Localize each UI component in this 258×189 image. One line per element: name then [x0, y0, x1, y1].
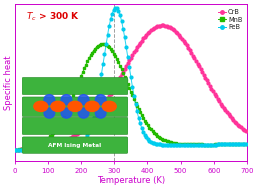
- X-axis label: Temperature (K): Temperature (K): [97, 176, 165, 185]
- Text: $T_c$ > 300 K: $T_c$ > 300 K: [26, 10, 80, 23]
- Legend: CrB, MnB, FeB: CrB, MnB, FeB: [217, 8, 244, 32]
- Y-axis label: Specific heat: Specific heat: [4, 55, 13, 110]
